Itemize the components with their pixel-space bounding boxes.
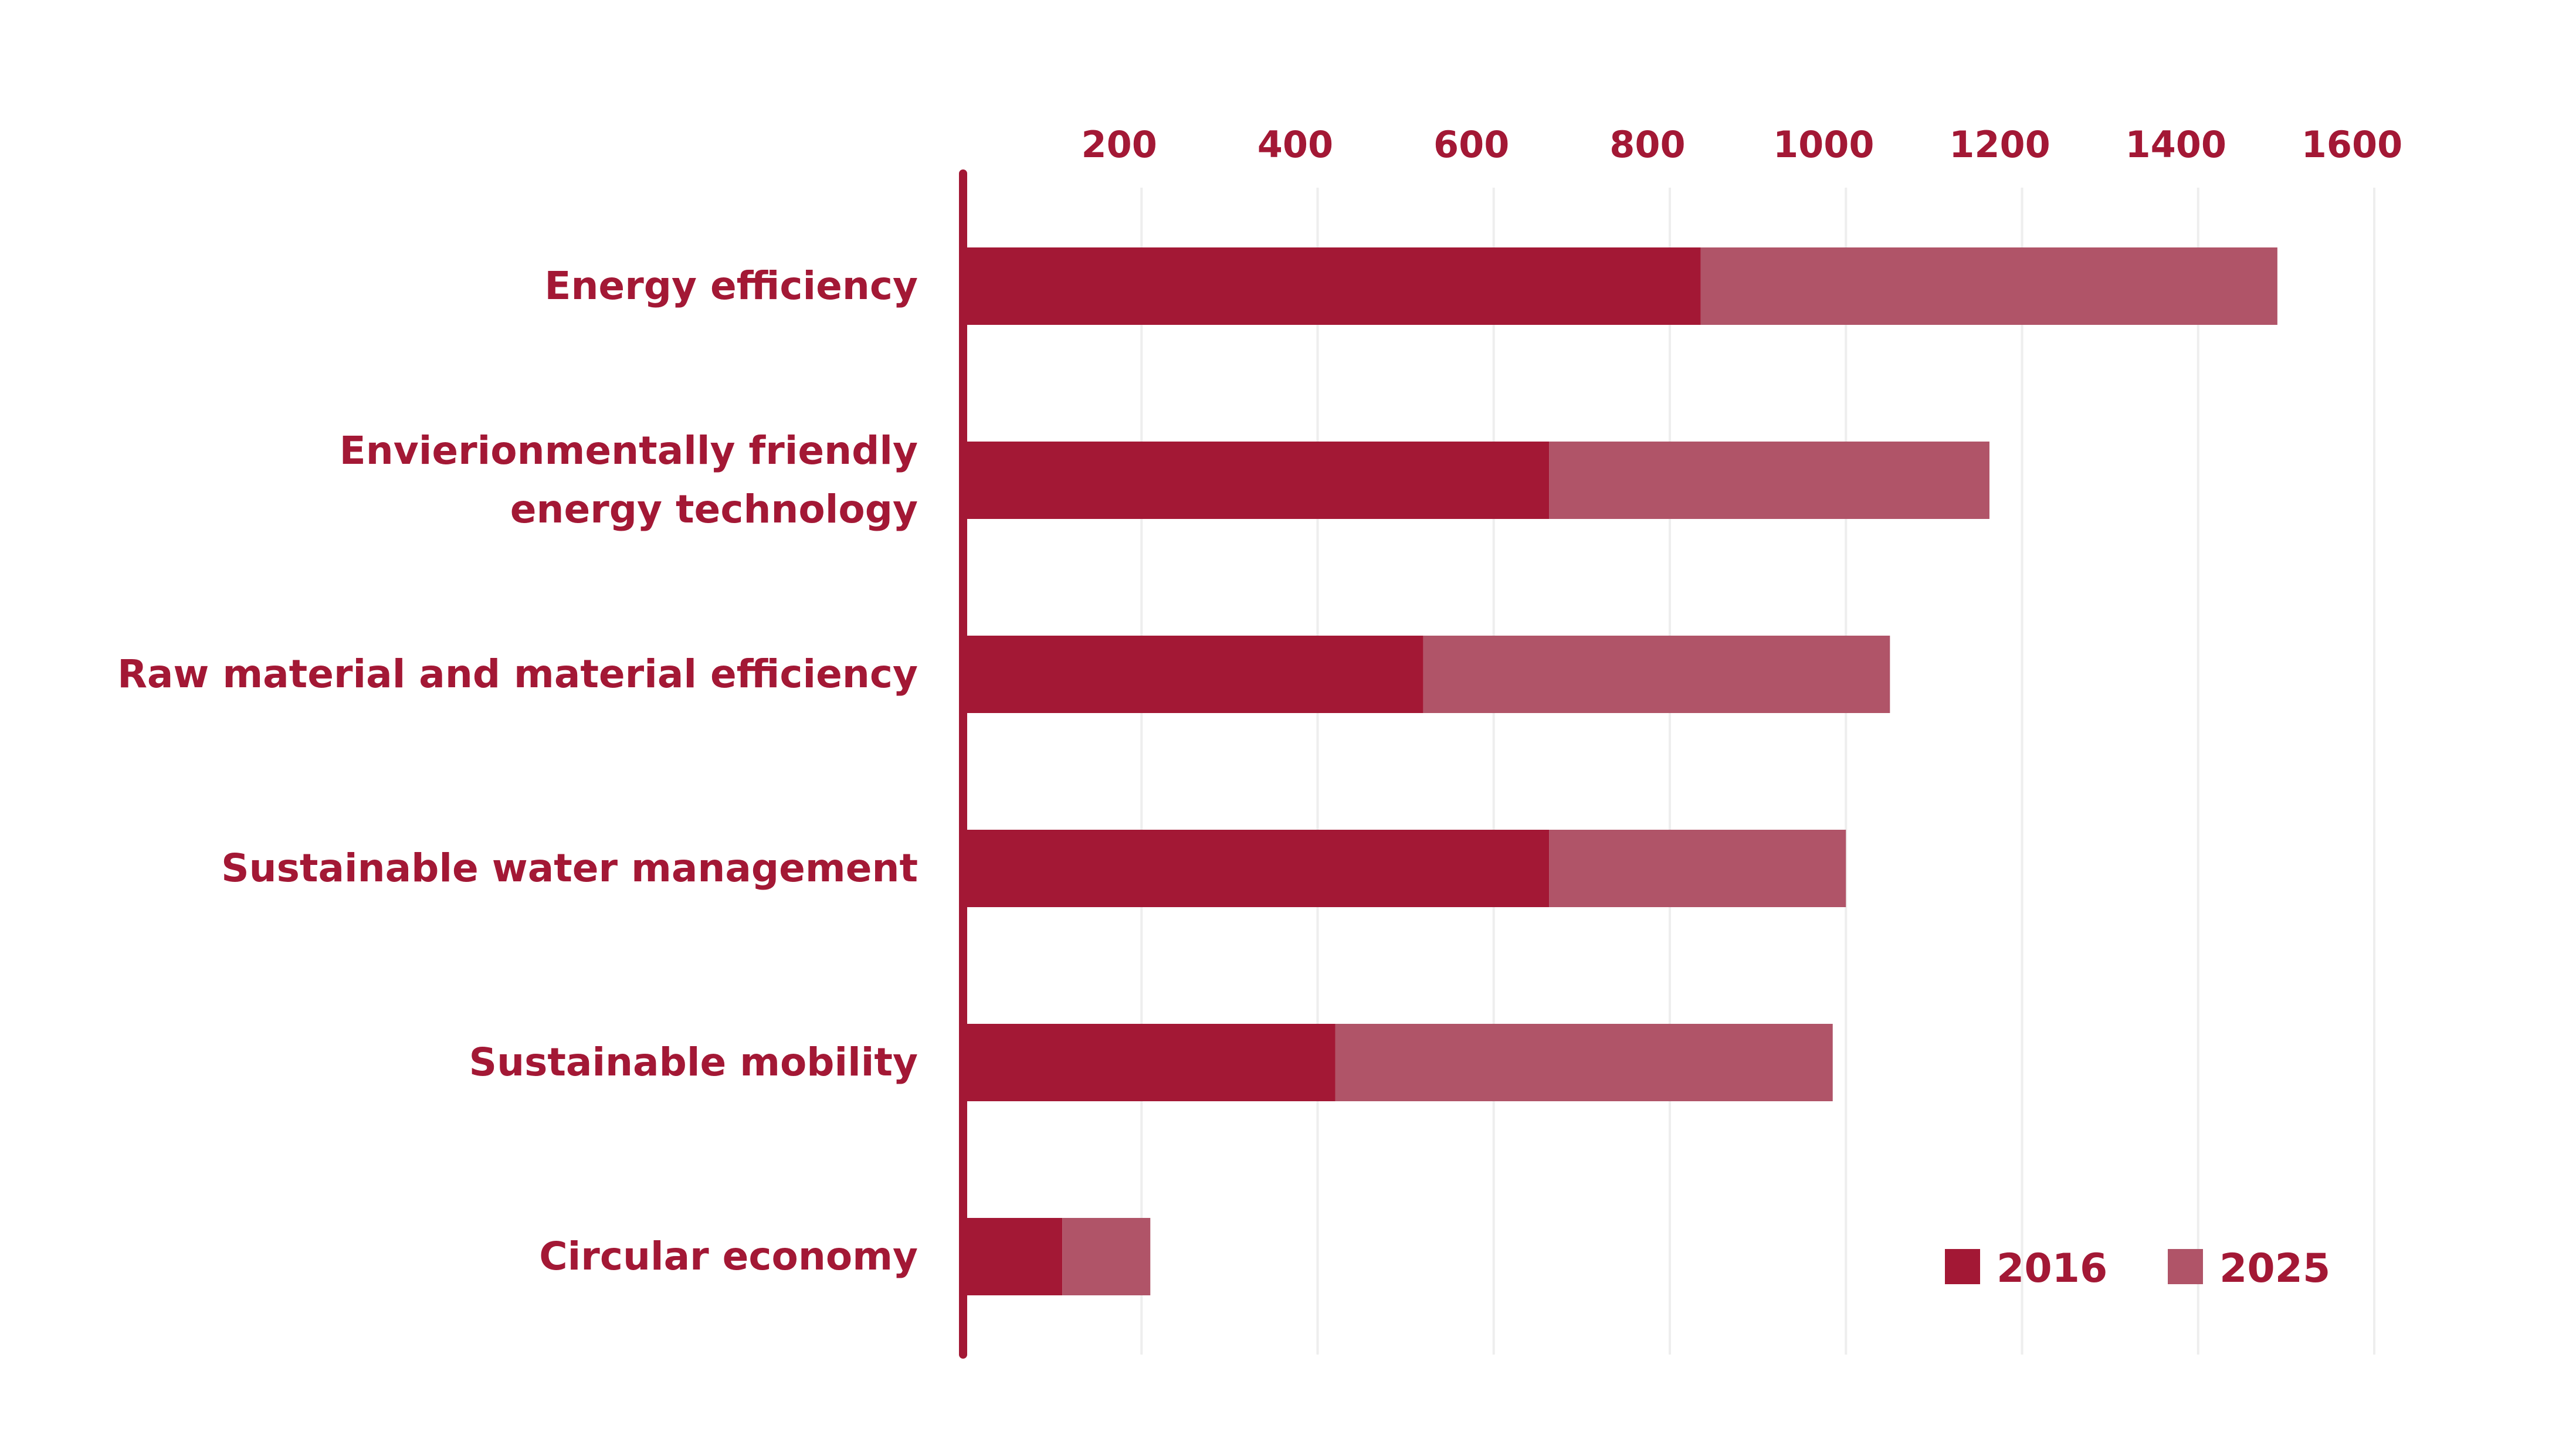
- legend: 2016 2025: [1945, 1245, 2330, 1292]
- legend-label: 2016: [1997, 1245, 2107, 1292]
- x-tick-label: 1600: [2302, 123, 2403, 166]
- x-tick-label: 200: [1082, 123, 1157, 166]
- bar-2016: [965, 1024, 1336, 1101]
- x-tick-label: 400: [1258, 123, 1333, 166]
- category-label: Envierionmentally friendly: [340, 428, 918, 473]
- legend-swatch-2016: [1945, 1249, 1980, 1284]
- category-label: Sustainable mobility: [469, 1040, 918, 1085]
- x-tick-label: 1000: [1773, 123, 1875, 166]
- bar-2016: [965, 1218, 1063, 1295]
- bars: [965, 247, 2277, 1295]
- bar-2025: [1423, 636, 1890, 713]
- x-tick-label: 1200: [1949, 123, 2050, 166]
- x-tick-label: 800: [1609, 123, 1685, 166]
- legend-label: 2025: [2219, 1245, 2330, 1292]
- x-tick-label: 1400: [2125, 123, 2226, 166]
- bar-2016: [965, 636, 1423, 713]
- category-label: energy technology: [510, 487, 918, 532]
- bar-2025: [1700, 247, 2277, 325]
- category-label: Circular economy: [539, 1234, 918, 1279]
- category-label: Raw material and material efficiency: [117, 651, 918, 697]
- legend-swatch-2025: [2168, 1249, 2203, 1284]
- bar-2025: [1549, 830, 1846, 907]
- category-label: Sustainable water management: [221, 846, 918, 891]
- bar-2016: [965, 830, 1550, 907]
- labels: 200 400 600 800 1000 1200 1400 1600 Energy effic…: [117, 123, 2402, 1279]
- bar-2025: [1549, 442, 1989, 519]
- bar-2025: [1062, 1218, 1151, 1295]
- category-label: Energy efficiency: [544, 263, 918, 308]
- bar-2025: [1335, 1024, 1833, 1101]
- bar-2016: [965, 442, 1550, 519]
- bar-2016: [965, 247, 1701, 325]
- grid-lines: [1140, 188, 2375, 1355]
- x-tick-label: 600: [1433, 123, 1509, 166]
